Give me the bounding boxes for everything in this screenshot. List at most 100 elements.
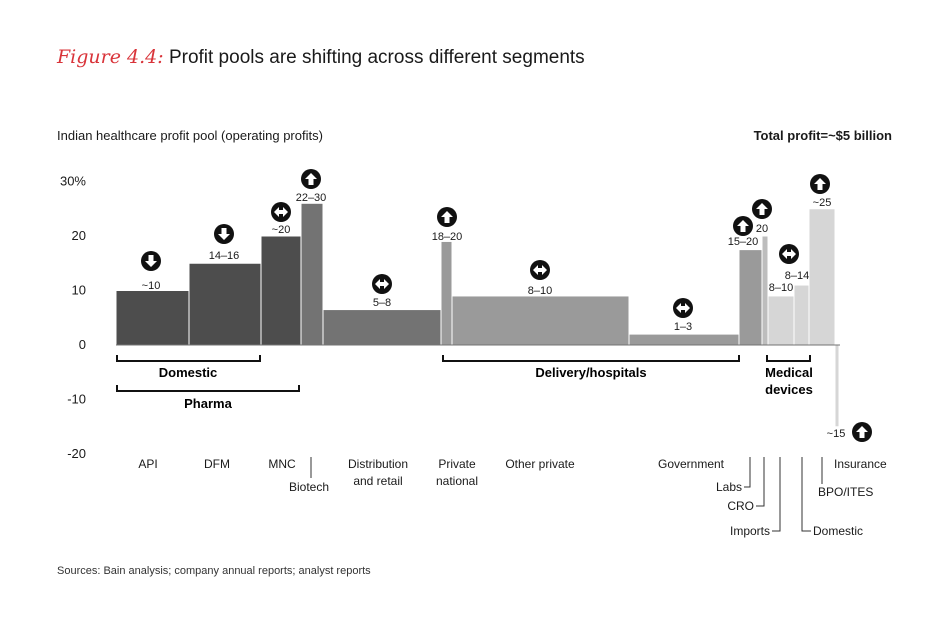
data-label-distribution-and-retail: 5–8 — [373, 297, 391, 309]
bar-other-private — [451, 295, 630, 346]
trend-stable-icon — [779, 244, 799, 264]
trend-stable-icon — [271, 202, 291, 222]
category-label-other-private: Other private — [505, 457, 575, 471]
bracket-medical-devices — [766, 355, 811, 362]
leader-labs — [744, 457, 751, 488]
trend-down-icon — [141, 251, 161, 271]
category-label-cro: CRO — [727, 499, 754, 513]
bar-domestic — [793, 284, 810, 346]
bar-labs — [738, 249, 763, 346]
bracket-pharma — [116, 385, 300, 392]
data-label-government: 1–3 — [674, 321, 692, 333]
leader-domestic — [801, 457, 811, 532]
data-label-biotech: 22–30 — [296, 192, 327, 204]
category-label-mnc: MNC — [268, 457, 296, 471]
category-label-distribution-line1: Distribution — [348, 457, 408, 471]
bar-private-national — [440, 240, 453, 346]
data-label-api: ~10 — [142, 280, 161, 292]
y-tick-label: 30% — [60, 174, 86, 189]
trend-up-icon — [437, 207, 457, 227]
bar-cro — [761, 235, 769, 346]
bar-government — [628, 333, 740, 346]
trend-up-icon — [301, 169, 321, 189]
y-axis: 30% 20 10 0 -10 -20 — [60, 174, 840, 461]
bar-api — [115, 290, 190, 346]
bar-dfm — [188, 262, 262, 346]
category-label-imports: Imports — [730, 524, 770, 538]
y-tick-label: -10 — [67, 392, 86, 407]
category-label-biotech: Biotech — [289, 480, 329, 494]
arrow-up-glyph — [756, 203, 768, 215]
leader-imports — [772, 457, 781, 532]
category-label-distribution-line2: and retail — [353, 474, 402, 488]
arrow-up-glyph — [814, 178, 826, 190]
arrow-sideways-glyph — [375, 279, 389, 289]
category-label-dfm: DFM — [204, 457, 230, 471]
data-label-labs: 15–20 — [728, 236, 759, 248]
figure-number: Figure 4.4: — [57, 46, 164, 68]
figure-title-text: Profit pools are shifting across differe… — [168, 47, 585, 68]
data-label-mnc: ~20 — [272, 224, 291, 236]
arrow-up-glyph — [441, 211, 453, 223]
data-label-other-private: 8–10 — [528, 285, 552, 297]
figure-title: Figure 4.4: Profit pools are shifting ac… — [57, 46, 585, 69]
category-label-group: API DFM MNC Biotech Distribution and retail Pr… — [138, 457, 887, 538]
group-label-delivery: Delivery/hospitals — [535, 365, 646, 380]
arrow-up-glyph — [737, 220, 749, 232]
bar-mnc — [260, 235, 302, 346]
trend-up-icon — [810, 174, 830, 194]
y-tick-label: 20 — [72, 228, 86, 243]
group-label-medical-line1: Medical — [765, 365, 813, 380]
y-tick-label: -20 — [67, 446, 86, 461]
data-label-dfm: 14–16 — [209, 250, 240, 262]
bar-biotech — [300, 202, 324, 346]
group-label-medical-line2: devices — [765, 382, 813, 397]
data-label-imports: 8–10 — [769, 282, 793, 294]
data-label-domestic: 8–14 — [785, 270, 809, 282]
sources-note: Sources: Bain analysis; company annual r… — [57, 565, 371, 577]
trend-up-icon — [852, 422, 872, 442]
arrow-down-glyph — [218, 228, 230, 240]
arrow-sideways-glyph — [676, 303, 690, 313]
bracket-domestic — [116, 355, 261, 362]
data-label-insurance: ~15 — [827, 428, 846, 440]
arrow-sideways-glyph — [274, 207, 288, 217]
data-label-bpo-ites: ~25 — [813, 197, 832, 209]
category-label-bpo-ites: BPO/ITES — [818, 485, 873, 499]
bracket-group: Domestic Pharma Delivery/hospitals Medical d… — [116, 355, 813, 411]
category-label-api: API — [138, 457, 157, 471]
y-tick-label: 10 — [72, 283, 86, 298]
data-label-private-national: 18–20 — [432, 231, 463, 243]
bar-group — [115, 202, 840, 428]
trend-stable-icon — [372, 274, 392, 294]
chart-subtitle: Indian healthcare profit pool (operating… — [57, 128, 323, 143]
category-label-insurance: Insurance — [834, 457, 887, 471]
category-label-labs: Labs — [716, 480, 742, 494]
arrow-sideways-glyph — [782, 249, 796, 259]
bar-bpo-ites — [808, 208, 836, 346]
bar-imports — [767, 295, 795, 346]
category-label-private-national-line1: Private — [438, 457, 476, 471]
trend-up-icon — [752, 199, 772, 219]
y-tick-label: 0 — [79, 337, 86, 352]
arrow-down-glyph — [145, 255, 157, 267]
arrow-up-glyph — [856, 426, 868, 438]
group-label-pharma: Pharma — [184, 396, 232, 411]
arrow-sideways-glyph — [533, 265, 547, 275]
bar-insurance — [834, 344, 840, 428]
bar-distribution-and-retail — [322, 309, 442, 346]
group-label-domestic: Domestic — [159, 365, 218, 380]
trend-up-icon — [733, 216, 753, 236]
trend-down-icon — [214, 224, 234, 244]
trend-stable-icon — [530, 260, 550, 280]
data-label-cro: 20 — [756, 223, 768, 235]
bracket-delivery — [442, 355, 740, 362]
category-label-government: Government — [658, 457, 725, 471]
leader-cro — [756, 457, 765, 507]
category-label-private-national-line2: national — [436, 474, 478, 488]
category-label-domestic: Domestic — [813, 524, 863, 538]
arrow-up-glyph — [305, 173, 317, 185]
